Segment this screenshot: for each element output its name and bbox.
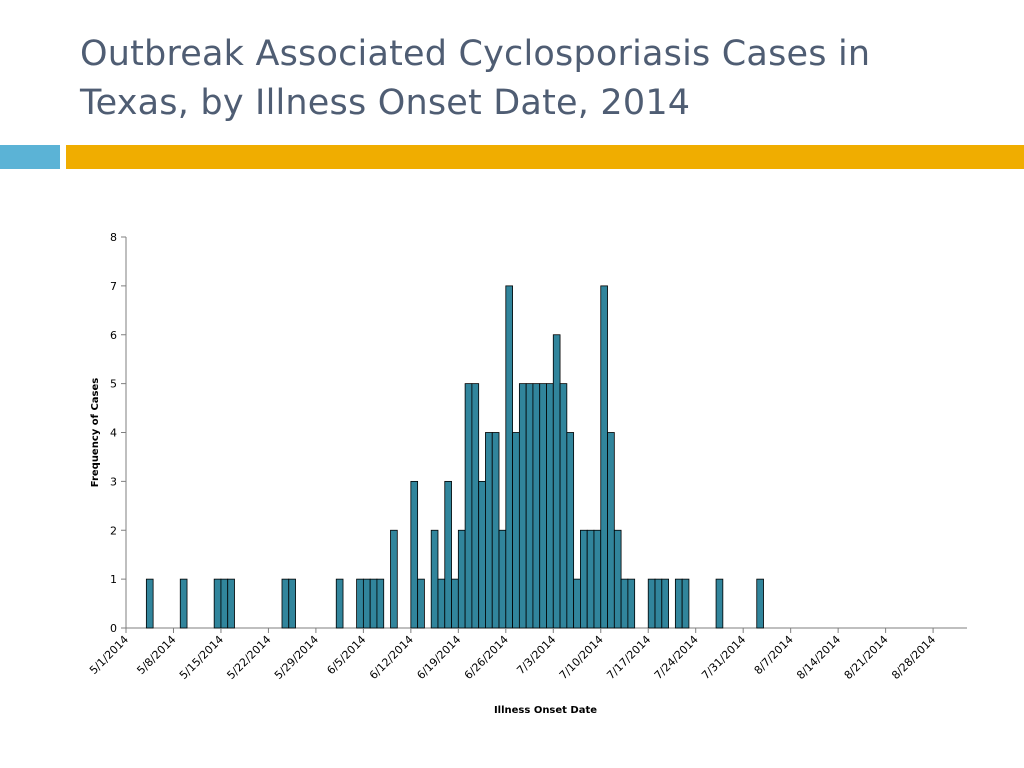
bar-6-25-2014 — [498, 529, 507, 629]
y-tick-label: 0 — [110, 622, 117, 635]
bar-6-4-2014 — [356, 578, 364, 629]
bar-7-18-2014 — [654, 578, 663, 629]
bar-7-11-2014 — [607, 432, 615, 629]
y-tick-label: 8 — [110, 231, 117, 244]
bar-6-30-2014 — [532, 383, 541, 629]
bar-6-23-2014 — [485, 432, 493, 629]
x-tick-label: 6/26/2014 — [462, 633, 511, 682]
y-tick-label: 5 — [110, 378, 117, 391]
x-tick-label: 8/14/2014 — [794, 633, 843, 682]
x-tick-label: 7/31/2014 — [699, 633, 748, 682]
bar-7-27-2014 — [715, 578, 724, 629]
bar-6-22-2014 — [478, 480, 486, 629]
bar-5-14-2014 — [213, 578, 222, 629]
x-tick-label: 5/8/2014 — [134, 633, 178, 677]
x-tick-label: 5/15/2014 — [177, 633, 226, 682]
bar-6-19-2014 — [457, 529, 466, 629]
bar-8-2-2014 — [756, 578, 764, 629]
bar-7-4-2014 — [559, 383, 568, 629]
x-tick-label: 5/29/2014 — [272, 633, 321, 682]
bar-6-20-2014 — [464, 383, 473, 629]
bar-6-26-2014 — [505, 285, 513, 629]
bar-7-10-2014 — [600, 285, 608, 629]
y-tick-label: 4 — [110, 427, 117, 440]
bar-6-24-2014 — [491, 432, 500, 629]
bar-7-22-2014 — [681, 578, 690, 629]
accent-bar-blue — [0, 145, 60, 169]
bar-5-4-2014 — [145, 578, 154, 629]
x-tick-label: 7/3/2014 — [514, 633, 558, 677]
bar-7-19-2014 — [661, 578, 669, 629]
bar-5-16-2014 — [227, 578, 235, 629]
y-tick-label: 2 — [110, 524, 117, 537]
y-axis-title: Frequency of Cases — [90, 378, 101, 488]
bar-6-28-2014 — [518, 383, 527, 629]
bar-6-29-2014 — [525, 383, 534, 629]
bar-5-9-2014 — [179, 578, 188, 629]
y-tick-label: 7 — [110, 280, 117, 293]
bar-6-13-2014 — [417, 578, 425, 629]
bar-7-13-2014 — [620, 578, 629, 629]
x-tick-label: 6/12/2014 — [367, 633, 416, 682]
x-tick-label: 6/19/2014 — [414, 633, 463, 682]
bar-5-25-2014 — [288, 578, 296, 629]
x-tick-label: 5/22/2014 — [224, 633, 273, 682]
x-tick-label: 5/1/2014 — [87, 633, 131, 677]
y-tick-label: 1 — [110, 573, 117, 586]
x-tick-label: 7/24/2014 — [652, 633, 701, 682]
x-tick-label: 6/5/2014 — [324, 633, 368, 677]
y-tick-label: 3 — [110, 475, 117, 488]
bar-7-3-2014 — [552, 334, 561, 629]
bar-6-15-2014 — [430, 529, 439, 629]
y-tick-label: 6 — [110, 329, 117, 342]
bar-7-21-2014 — [674, 578, 683, 629]
bar-7-12-2014 — [613, 529, 622, 629]
bar-7-14-2014 — [627, 578, 636, 629]
bar-6-1-2014 — [335, 578, 344, 629]
bar-6-21-2014 — [471, 383, 480, 629]
bar-6-17-2014 — [444, 480, 452, 629]
x-axis-title: Illness Onset Date — [494, 705, 597, 716]
bar-6-12-2014 — [410, 480, 419, 629]
bar-6-6-2014 — [369, 578, 378, 629]
x-tick-label: 7/10/2014 — [557, 633, 606, 682]
accent-bar-gold — [66, 145, 1024, 169]
bar-6-5-2014 — [362, 578, 371, 629]
bar-7-2-2014 — [546, 383, 554, 629]
slide-title: Outbreak Associated Cyclosporiasis Cases… — [80, 34, 871, 123]
bar-7-1-2014 — [539, 383, 547, 629]
bar-6-27-2014 — [512, 432, 520, 629]
bar-7-9-2014 — [593, 529, 602, 629]
x-tick-label: 8/21/2014 — [842, 633, 891, 682]
bar-5-24-2014 — [281, 578, 290, 629]
x-tick-label: 7/17/2014 — [604, 633, 653, 682]
bar-6-18-2014 — [451, 578, 459, 629]
bar-7-17-2014 — [647, 578, 656, 629]
x-tick-label: 8/7/2014 — [752, 633, 796, 677]
x-tick-label: 8/28/2014 — [889, 633, 938, 682]
bar-6-7-2014 — [376, 578, 385, 629]
bar-7-5-2014 — [566, 432, 575, 629]
bar-7-7-2014 — [580, 529, 588, 629]
bar-6-9-2014 — [390, 529, 398, 629]
bar-7-8-2014 — [586, 529, 595, 629]
bar-6-16-2014 — [437, 578, 446, 629]
bar-5-15-2014 — [220, 578, 229, 629]
bar-7-6-2014 — [573, 578, 581, 629]
